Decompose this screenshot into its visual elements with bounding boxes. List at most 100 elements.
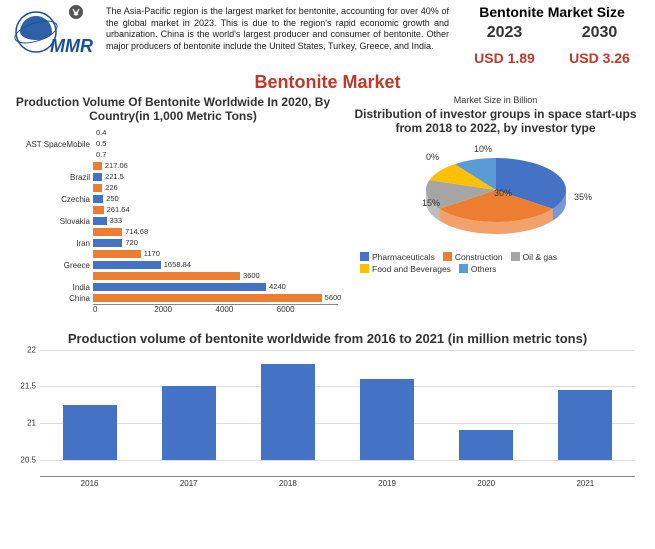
hbar-label: Czechia <box>8 195 93 204</box>
hbar-value: 217.06 <box>105 161 128 170</box>
hbar-value: 720 <box>125 238 138 247</box>
pie-subtitle: Market Size in Billion <box>344 95 647 105</box>
legend-item: Oil & gas <box>511 252 558 262</box>
svg-text:MMR: MMR <box>50 36 93 56</box>
vbar-bar <box>162 386 216 459</box>
hbar-label: AST SpaceMobile <box>8 140 93 149</box>
legend-item: Construction <box>443 252 503 262</box>
hbar-label: Iran <box>8 239 93 248</box>
pie-svg: 35% 30% 15% 0% 10% <box>366 138 626 248</box>
hbar-value: 3600 <box>243 271 260 280</box>
description-text: The Asia-Pacific region is the largest m… <box>106 4 449 66</box>
hbar-label: Greece <box>8 261 93 270</box>
hbar-title: Production Volume Of Bentonite Worldwide… <box>8 95 338 124</box>
hbar-bar <box>93 250 141 258</box>
legend-swatch <box>360 264 369 273</box>
vbar-xlabel: 2020 <box>477 477 495 488</box>
hbar-tick: 4000 <box>216 305 277 314</box>
year-2023: 2023 <box>487 24 523 42</box>
hbar-area: 0.4AST SpaceMobile0.5 0.7 217.06 Brazil 221.… <box>8 128 338 323</box>
vbar-bar <box>558 390 612 460</box>
pie-pct-label: 35% <box>574 192 592 202</box>
hbar-label: China <box>8 294 93 303</box>
hbar-tick: 2000 <box>154 305 215 314</box>
legend-label: Others <box>471 264 497 274</box>
pie-chart: Market Size in Billion Distribution of i… <box>344 95 647 323</box>
pie-title: Distribution of investor groups in space… <box>344 107 647 136</box>
vbar-xlabel: 2019 <box>378 477 396 488</box>
hbar-value: 0.4 <box>96 128 106 137</box>
hbar-value: 333 <box>110 216 123 225</box>
pie-pct-label: 0% <box>426 152 439 162</box>
vbar-grid <box>40 350 635 460</box>
hbar-value: 221.5 <box>105 172 124 181</box>
mid-row: Production Volume Of Bentonite Worldwide… <box>0 93 655 325</box>
pie-pct-label: 30% <box>494 188 512 198</box>
hbar-bar <box>93 162 102 170</box>
hbar-label: Slovakia <box>8 217 93 226</box>
vbar-bar <box>63 405 117 460</box>
pie-pct-label: 15% <box>422 198 440 208</box>
vbar-xlabel: 2017 <box>180 477 198 488</box>
legend-label: Food and Beverages <box>372 264 451 274</box>
hbar-value: 226 <box>105 183 118 192</box>
vbar-ytick: 20.5 <box>0 455 36 464</box>
market-size-panel: Bentonite Market Size 2023 2030 USD 1.89… <box>457 4 647 66</box>
hbar-bar <box>93 206 104 214</box>
vbar-bar <box>360 379 414 460</box>
hbar-label: India <box>8 283 93 292</box>
legend-item: Food and Beverages <box>360 264 451 274</box>
vbar-xaxis: 2016 2017 2018 2019 2020 2021 <box>40 476 635 488</box>
hbar-value: 250 <box>106 194 119 203</box>
hbar-value: 1170 <box>144 249 160 258</box>
pie-pct-label: 10% <box>474 144 492 154</box>
hbar-value: 5600 <box>325 293 342 302</box>
vbar-xlabel: 2018 <box>279 477 297 488</box>
hbar-bar <box>93 239 122 247</box>
legend-label: Pharmaceuticals <box>372 252 435 262</box>
market-size-title: Bentonite Market Size <box>457 4 647 20</box>
value-2030: USD 3.26 <box>569 50 630 66</box>
hbar-bar <box>93 184 102 192</box>
header: MMR The Asia-Pacific region is the large… <box>0 0 655 70</box>
hbar-bar <box>93 272 240 280</box>
hbar-bar <box>93 261 161 269</box>
vbar-bar <box>459 430 513 459</box>
hbar-value: 1658.84 <box>164 260 191 269</box>
hbar-label: Brazil <box>8 173 93 182</box>
legend-label: Oil & gas <box>523 252 558 262</box>
hbar-tick: 6000 <box>277 305 338 314</box>
hbar-tick: 0 <box>93 305 154 314</box>
hbar-bar <box>93 173 102 181</box>
year-2030: 2030 <box>582 24 618 42</box>
legend-swatch <box>443 252 452 261</box>
legend-label: Construction <box>455 252 503 262</box>
legend-swatch <box>511 252 520 261</box>
hbar-value: 0.7 <box>96 150 106 159</box>
legend-swatch <box>360 252 369 261</box>
hbar-value: 261.64 <box>107 205 130 214</box>
hbar-value: 0.5 <box>96 139 106 148</box>
hbar-bar <box>93 217 107 225</box>
hbar-value: 4240 <box>269 282 286 291</box>
hbar-value: 714.68 <box>125 227 148 236</box>
mmr-logo: MMR <box>8 4 98 64</box>
hbar-chart: Production Volume Of Bentonite Worldwide… <box>8 95 338 323</box>
legend-swatch <box>459 264 468 273</box>
vbar-chart: 20.5 21 21.5 22 <box>0 346 655 476</box>
value-2023: USD 1.89 <box>474 50 535 66</box>
hbar-bar <box>93 228 122 236</box>
vbar-xlabel: 2021 <box>576 477 594 488</box>
vbar-title: Production volume of bentonite worldwide… <box>0 331 655 346</box>
vbar-bar <box>261 364 315 459</box>
hbar-bar <box>93 283 266 291</box>
legend-item: Pharmaceuticals <box>360 252 435 262</box>
vbar-xlabel: 2016 <box>81 477 99 488</box>
pie-legend: Pharmaceuticals Construction Oil & gas Food… <box>344 252 647 274</box>
legend-item: Others <box>459 264 497 274</box>
vbar-ytick: 21 <box>0 419 36 428</box>
main-title: Bentonite Market <box>0 72 655 93</box>
hbar-bar <box>93 294 322 302</box>
vbar-ytick: 22 <box>0 345 36 354</box>
vbar-ytick: 21.5 <box>0 382 36 391</box>
